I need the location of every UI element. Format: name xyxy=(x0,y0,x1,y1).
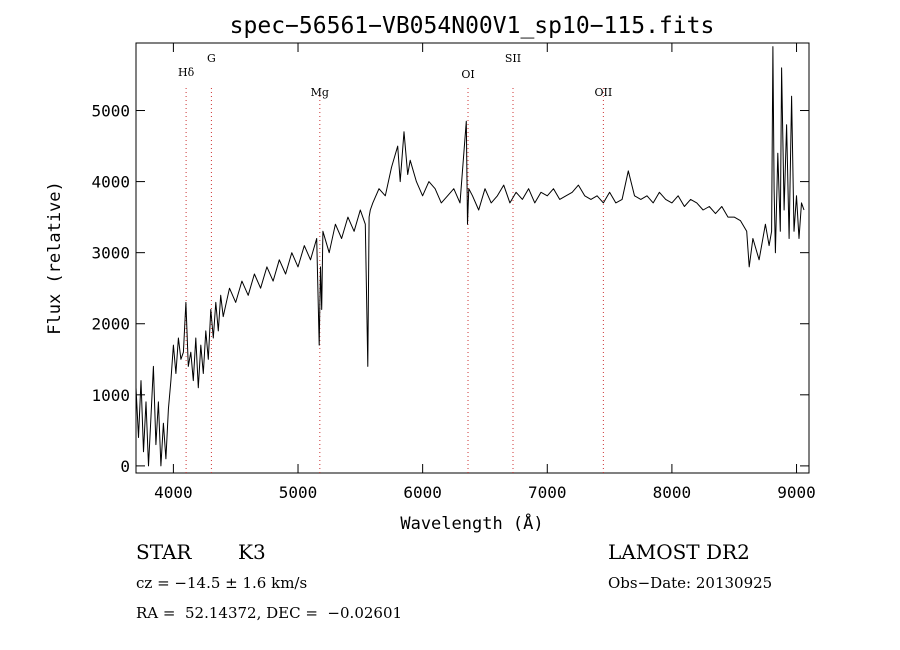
obs-date-readout: Obs−Date: 20130925 xyxy=(608,574,773,592)
object-subclass: K3 xyxy=(238,540,266,564)
y-tick-label: 3000 xyxy=(91,244,130,263)
line-marker-label: OII xyxy=(595,86,613,99)
y-tick-label: 4000 xyxy=(91,173,130,192)
line-marker-label: Hδ xyxy=(178,66,195,79)
y-tick-label: 0 xyxy=(120,457,130,476)
y-axis-label: Flux (relative) xyxy=(45,181,65,335)
ra-dec-readout: RA = 52.14372, DEC = −0.02601 xyxy=(136,604,403,622)
line-marker-label: OI xyxy=(461,68,474,81)
y-tick-label: 5000 xyxy=(91,102,130,121)
chart-title: spec−56561−VB054N00V1_sp10−115.fits xyxy=(230,13,715,39)
x-tick-label: 4000 xyxy=(154,483,193,502)
y-tick-label: 1000 xyxy=(91,386,130,405)
x-tick-label: 7000 xyxy=(528,483,567,502)
spectrum-series-layer xyxy=(135,46,805,467)
x-tick-label: 5000 xyxy=(279,483,318,502)
spectrum-line xyxy=(135,46,805,467)
line-marker-layer: Hδ G Mg OI SII OII xyxy=(178,52,612,473)
line-marker-label: G xyxy=(207,52,216,65)
axis-tick-layer: 4000 5000 6000 7000 8000 9000 0 1000 2000 3000 400… xyxy=(91,43,816,502)
x-tick-label: 6000 xyxy=(403,483,442,502)
object-type: STAR xyxy=(136,540,192,564)
x-tick-label: 9000 xyxy=(777,483,816,502)
redshift-readout: cz = −14.5 ± 1.6 km/s xyxy=(136,574,308,592)
x-tick-label: 8000 xyxy=(653,483,692,502)
x-axis-label: Wavelength (Å) xyxy=(400,512,543,534)
survey-label: LAMOST DR2 xyxy=(608,540,750,564)
line-marker-label: Mg xyxy=(311,86,329,99)
line-marker-label: SII xyxy=(505,52,521,65)
y-tick-label: 2000 xyxy=(91,315,130,334)
plot-frame xyxy=(135,42,810,474)
